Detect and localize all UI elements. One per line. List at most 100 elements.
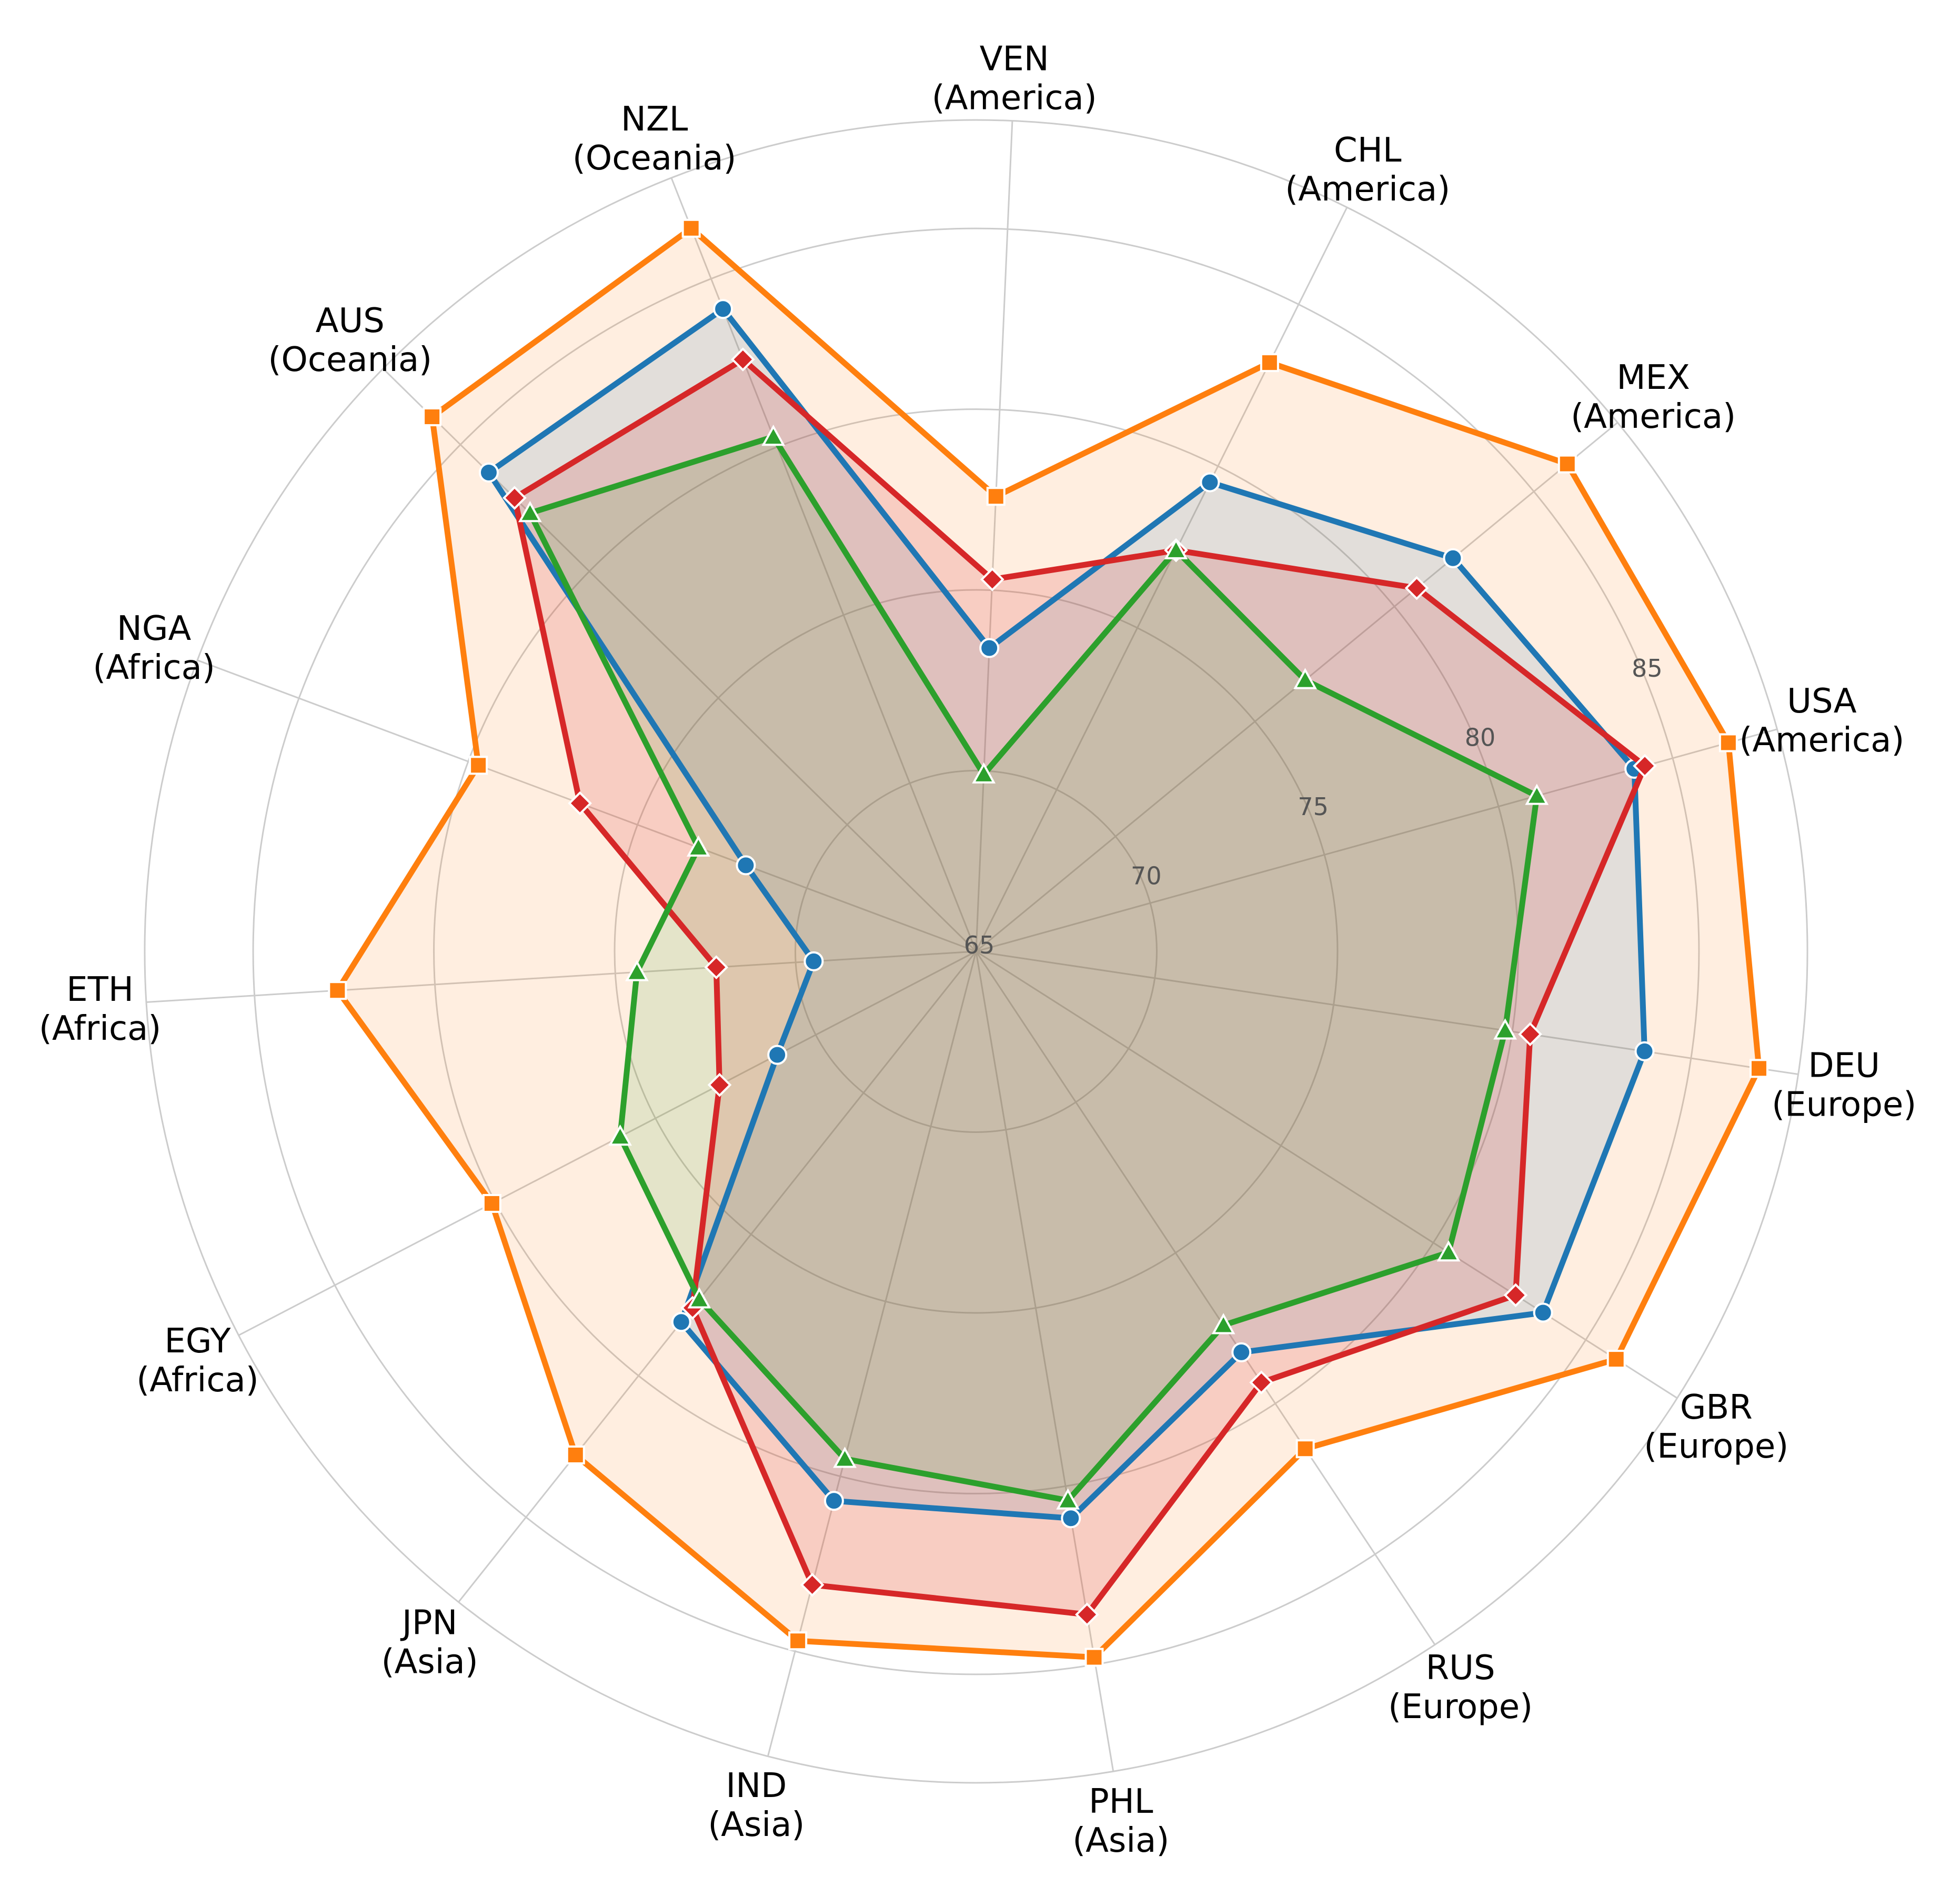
series-1-markers	[478, 299, 1655, 1529]
category-label-deu: DEU(Europe)	[1772, 1047, 1916, 1125]
series-1-point-eth	[803, 951, 824, 971]
category-region-jpn: (Asia)	[381, 1642, 478, 1681]
category-label-aus: AUS(Oceania)	[268, 302, 432, 379]
series-0-line	[334, 225, 1762, 1660]
category-label-jpn: JPN(Asia)	[381, 1603, 478, 1681]
category-region-nzl: (Oceania)	[572, 139, 737, 178]
series-0-point-eth	[328, 981, 347, 1000]
series-2-point-gbr	[1503, 1283, 1528, 1308]
outer-ring	[144, 119, 1808, 1784]
category-code-egy: EGY	[164, 1322, 231, 1361]
series-3-point-mex	[1293, 668, 1317, 689]
series-3-point-ven	[972, 762, 996, 784]
grid-ring-70	[795, 770, 1158, 1133]
series-1-point-aus	[478, 462, 499, 483]
series-0-point-ven	[986, 487, 1006, 506]
series-1-point-nzl	[713, 299, 733, 319]
series-1-point-rus	[1231, 1342, 1252, 1362]
series-3-point-aus	[518, 500, 542, 523]
series-3-point-ind	[833, 1447, 857, 1468]
category-code-aus: AUS	[316, 302, 385, 340]
series-2-point-usa	[1633, 754, 1657, 778]
category-region-nga: (Africa)	[93, 648, 215, 687]
series-2-line	[511, 356, 1648, 1618]
category-label-nga: NGA(Africa)	[93, 609, 215, 687]
series-0-point-aus	[423, 407, 442, 427]
series-2-point-mex	[1404, 576, 1429, 600]
category-region-aus: (Oceania)	[268, 340, 432, 379]
category-code-usa: USA	[1787, 682, 1857, 721]
category-code-mex: MEX	[1616, 358, 1690, 397]
category-label-mex: MEX(America)	[1571, 358, 1736, 436]
spoke-rus	[975, 951, 1436, 1645]
series-1-point-ven	[979, 638, 1000, 658]
series-2-point-ind	[800, 1572, 825, 1597]
series-3-area	[530, 437, 1537, 1501]
series-0-markers	[328, 218, 1768, 1667]
category-label-ind: IND(Asia)	[708, 1766, 805, 1844]
series-1-point-ind	[823, 1491, 844, 1511]
category-code-rus: RUS	[1426, 1649, 1495, 1688]
spoke-phl	[975, 951, 1114, 1772]
series-3-point-phl	[1056, 1488, 1080, 1510]
series-3-point-egy	[608, 1124, 632, 1146]
grid-ring-85	[252, 227, 1700, 1675]
series-0-point-gbr	[1606, 1350, 1626, 1369]
series-0-point-nga	[469, 756, 488, 775]
series-3-point-usa	[1525, 784, 1549, 805]
series-1-point-egy	[767, 1045, 788, 1065]
category-label-chl: CHL(America)	[1285, 131, 1450, 209]
series-2-point-nga	[568, 791, 592, 816]
series-0-point-mex	[1557, 454, 1577, 474]
series-2-point-ven	[980, 567, 1004, 591]
spoke-deu	[976, 950, 1798, 1076]
series-0-point-usa	[1718, 733, 1738, 752]
series-3-point-chl	[1164, 538, 1188, 559]
spoke-ind	[767, 951, 977, 1757]
series-0-point-rus	[1295, 1439, 1315, 1459]
series-3-point-gbr	[1436, 1240, 1461, 1262]
series-3-point-rus	[1211, 1313, 1235, 1334]
category-code-deu: DEU	[1808, 1047, 1880, 1086]
series-2-point-nzl	[731, 347, 755, 372]
spoke-jpn	[458, 951, 977, 1603]
category-label-group: USA(America)MEX(America)CHL(America)VEN(…	[39, 40, 1916, 1861]
category-code-eth: ETH	[66, 970, 134, 1009]
series-2-point-eth	[704, 955, 729, 980]
category-region-ind: (Asia)	[708, 1805, 805, 1844]
category-code-ven: VEN	[980, 40, 1049, 79]
series-0-point-phl	[1084, 1648, 1104, 1667]
category-label-phl: PHL(Asia)	[1072, 1782, 1169, 1860]
category-label-eth: ETH(Africa)	[39, 970, 161, 1048]
series-0-point-deu	[1749, 1059, 1768, 1078]
series-3-point-nzl	[761, 424, 786, 446]
spoke-eth	[146, 950, 977, 1003]
tick-label-70: 70	[1131, 862, 1162, 890]
series-3-markers	[518, 424, 1549, 1510]
series-1-point-jpn	[671, 1312, 691, 1332]
grid-ring-75	[614, 589, 1339, 1314]
tick-label-65: 65	[964, 931, 995, 959]
category-region-gbr: (Europe)	[1644, 1427, 1788, 1466]
category-region-mex: (America)	[1571, 397, 1736, 436]
category-region-phl: (Asia)	[1072, 1821, 1169, 1860]
category-code-jpn: JPN	[400, 1603, 457, 1642]
tick-label-80: 80	[1465, 724, 1496, 752]
series-2-point-rus	[1249, 1370, 1274, 1394]
series-0-point-chl	[1260, 353, 1279, 373]
category-region-egy: (Africa)	[136, 1361, 258, 1400]
category-code-phl: PHL	[1089, 1782, 1153, 1821]
category-label-nzl: NZL(Oceania)	[572, 100, 737, 178]
category-region-deu: (Europe)	[1772, 1086, 1916, 1125]
series-3-point-jpn	[687, 1287, 711, 1309]
category-region-usa: (America)	[1739, 721, 1904, 760]
category-region-eth: (Africa)	[39, 1009, 161, 1048]
category-label-egy: EGY(Africa)	[136, 1322, 258, 1400]
series-0-point-ind	[788, 1631, 808, 1651]
series-1-point-mex	[1443, 548, 1463, 568]
category-label-rus: RUS(Europe)	[1388, 1649, 1533, 1727]
series-3-point-nga	[686, 835, 710, 857]
category-region-chl: (America)	[1285, 170, 1450, 209]
